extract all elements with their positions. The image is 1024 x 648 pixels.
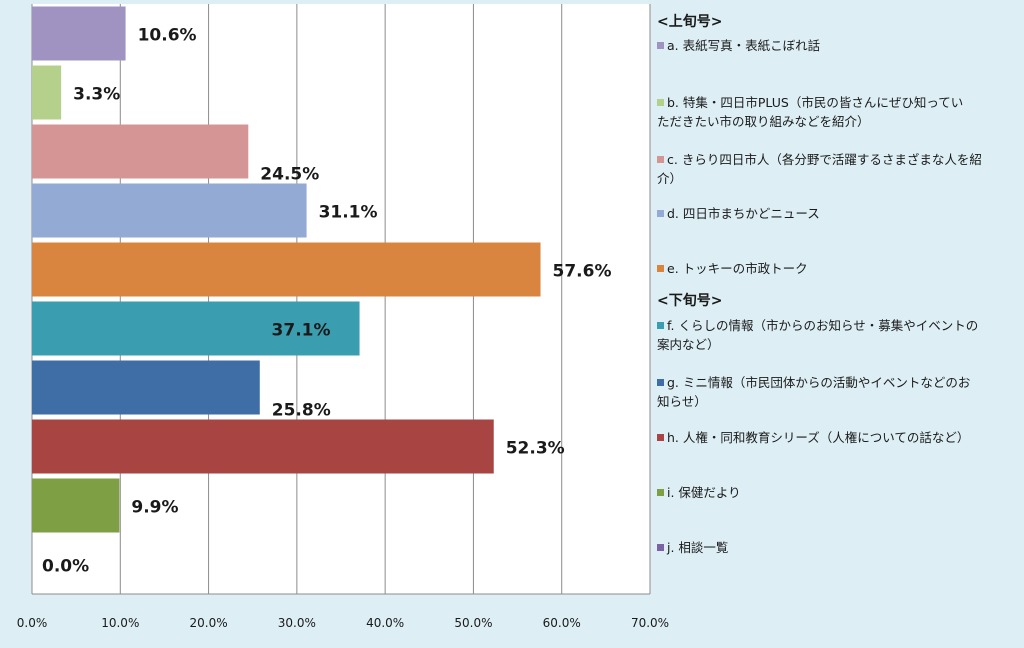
bar-7 — [32, 419, 494, 474]
legend-label-3: d. 四日市まちかどニュース — [667, 206, 820, 221]
data-label-3: 31.1% — [319, 203, 378, 223]
data-label-0: 10.6% — [138, 26, 197, 46]
bar-3 — [32, 183, 307, 238]
legend-label-2: c. きらり四日市人（各分野で活躍するさまざまな人を紹 — [667, 152, 982, 167]
legend-swatch-7 — [657, 434, 664, 441]
data-label-7: 52.3% — [506, 439, 565, 459]
bar-8 — [32, 478, 120, 533]
legend: <上旬号> <下旬号> a. 表紙写真・表紙こぼれ話 b. 特集・四日市PLUS（市民… — [657, 13, 982, 555]
x-tick-label-0: 0.0% — [17, 616, 48, 630]
x-tick-label-7: 70.0% — [631, 616, 669, 630]
bars — [32, 6, 541, 533]
legend-swatch-2 — [657, 156, 664, 163]
legend-swatch-8 — [657, 489, 664, 496]
x-tick-label-5: 50.0% — [454, 616, 492, 630]
x-tick-label-1: 10.0% — [101, 616, 139, 630]
data-label-9: 0.0% — [42, 557, 89, 577]
data-label-2: 24.5% — [260, 165, 319, 185]
x-tick-label-3: 30.0% — [278, 616, 316, 630]
data-label-5: 37.1% — [272, 321, 331, 341]
legend-swatch-9 — [657, 544, 664, 551]
legend-swatch-5 — [657, 322, 664, 329]
legend-label-4: e. トッキーの市政トーク — [667, 261, 808, 276]
data-label-4: 57.6% — [553, 262, 612, 282]
data-label-1: 3.3% — [73, 85, 120, 105]
legend-label-6: g. ミニ情報（市民団体からの活動やイベントなどのお — [667, 375, 970, 390]
x-tick-label-2: 20.0% — [190, 616, 228, 630]
legend-label-2-cont: 介） — [657, 171, 682, 186]
legend-swatch-4 — [657, 265, 664, 272]
legend-label-6-cont: 知らせ） — [657, 394, 707, 409]
x-axis: 0.0% 10.0% 20.0% 30.0% 40.0% 50.0% 60.0% 70.0% — [17, 593, 669, 630]
legend-swatch-3 — [657, 210, 664, 217]
legend-header-upper: <上旬号> — [657, 13, 722, 30]
data-label-6: 25.8% — [272, 401, 331, 421]
legend-label-9: j. 相談一覧 — [666, 540, 728, 555]
x-tick-label-6: 60.0% — [543, 616, 581, 630]
legend-label-0: a. 表紙写真・表紙こぼれ話 — [667, 38, 820, 53]
legend-label-1: b. 特集・四日市PLUS（市民の皆さんにぜひ知ってい — [667, 95, 963, 110]
legend-swatch-0 — [657, 42, 664, 49]
legend-header-lower: <下旬号> — [657, 292, 722, 309]
bar-5 — [32, 301, 360, 356]
bar-2 — [32, 124, 249, 179]
bar-4 — [32, 242, 541, 297]
legend-label-8: i. 保健だより — [667, 485, 741, 500]
legend-label-7: h. 人権・同和教育シリーズ（人権についての話など） — [667, 430, 969, 445]
legend-swatch-1 — [657, 99, 664, 106]
data-label-8: 9.9% — [131, 498, 178, 518]
legend-label-1-cont: ただきたい市の取り組みなどを紹介） — [657, 114, 870, 129]
x-tick-label-4: 40.0% — [366, 616, 404, 630]
legend-swatch-6 — [657, 379, 664, 386]
legend-label-5-cont: 案内など） — [657, 337, 720, 352]
bar-1 — [32, 65, 62, 120]
plot-area — [32, 4, 650, 594]
bar-0 — [32, 6, 126, 61]
data-labels: 10.6% 3.3% 24.5%31.1% 57.6% 37.1% 25.8% 52.3% 9… — [42, 26, 612, 577]
legend-label-5: f. くらしの情報（市からのお知らせ・募集やイベントの — [667, 318, 978, 333]
bar-6 — [32, 360, 260, 415]
